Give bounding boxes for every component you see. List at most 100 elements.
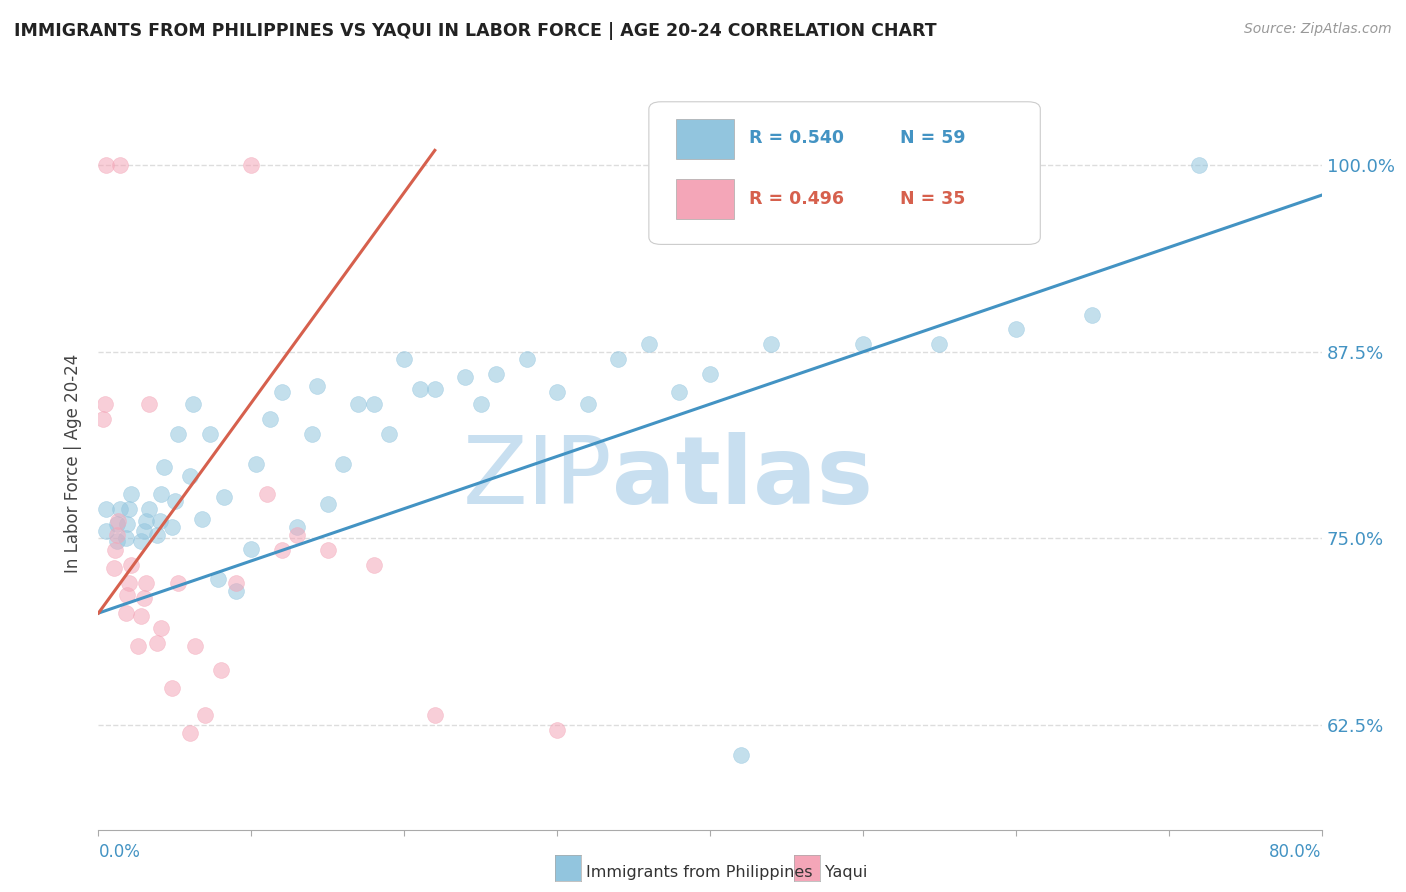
Point	[225, 576, 247, 591]
Point	[301, 427, 323, 442]
Point	[138, 501, 160, 516]
Point	[104, 543, 127, 558]
Point	[347, 397, 370, 411]
Point	[118, 501, 141, 516]
Point	[194, 707, 217, 722]
Point	[332, 457, 354, 471]
Point	[105, 516, 128, 531]
Text: N = 59: N = 59	[900, 129, 965, 147]
Point	[316, 497, 339, 511]
Point	[105, 528, 128, 542]
Point	[129, 609, 152, 624]
Point	[108, 158, 131, 172]
Point	[363, 558, 385, 573]
Text: Source: ZipAtlas.com: Source: ZipAtlas.com	[1244, 22, 1392, 37]
Point	[145, 528, 167, 542]
Point	[454, 370, 477, 384]
Point	[160, 519, 183, 533]
Point	[928, 337, 950, 351]
Point	[167, 427, 190, 442]
Point	[153, 459, 176, 474]
Point	[470, 397, 492, 411]
Point	[181, 397, 204, 411]
Point	[759, 337, 782, 351]
Point	[117, 588, 139, 602]
Point	[135, 514, 157, 528]
FancyBboxPatch shape	[650, 102, 1040, 244]
Point	[392, 352, 416, 367]
Point	[423, 707, 446, 722]
Text: N = 35: N = 35	[900, 190, 965, 208]
Point	[134, 591, 156, 606]
Point	[408, 382, 430, 396]
Point	[150, 486, 173, 500]
Point	[423, 382, 446, 396]
Point	[134, 524, 156, 538]
Point	[245, 457, 267, 471]
Point	[191, 512, 214, 526]
Text: R = 0.540: R = 0.540	[749, 129, 844, 147]
Point	[668, 385, 690, 400]
Point	[852, 337, 875, 351]
Point	[699, 368, 721, 382]
Point	[135, 576, 157, 591]
Point	[259, 412, 281, 426]
Point	[516, 352, 538, 367]
Point	[285, 519, 308, 533]
Point	[607, 352, 630, 367]
Point	[91, 412, 114, 426]
Point	[163, 494, 186, 508]
Text: Immigrants from Philippines: Immigrants from Philippines	[586, 865, 813, 880]
Point	[120, 558, 142, 573]
Point	[307, 379, 329, 393]
Point	[546, 385, 568, 400]
Point	[117, 516, 139, 531]
Point	[94, 524, 117, 538]
Point	[149, 514, 172, 528]
Point	[94, 501, 117, 516]
Point	[485, 368, 508, 382]
Text: Yaqui: Yaqui	[825, 865, 868, 880]
Point	[94, 158, 117, 172]
Point	[225, 583, 247, 598]
Point	[256, 486, 278, 500]
Point	[127, 639, 149, 653]
Text: ZIP: ZIP	[463, 433, 612, 524]
Point	[103, 561, 125, 575]
Point	[240, 158, 263, 172]
Point	[699, 158, 721, 172]
Point	[378, 427, 401, 442]
Point	[576, 397, 599, 411]
Point	[1004, 322, 1026, 336]
Point	[212, 490, 235, 504]
Text: 80.0%: 80.0%	[1270, 843, 1322, 861]
Point	[363, 397, 385, 411]
Point	[1188, 158, 1211, 172]
Point	[209, 663, 232, 677]
Point	[184, 639, 207, 653]
Text: 0.0%: 0.0%	[98, 843, 141, 861]
Point	[107, 514, 129, 528]
Bar	[676, 119, 734, 159]
Point	[730, 747, 752, 762]
Point	[546, 723, 568, 737]
Y-axis label: In Labor Force | Age 20-24: In Labor Force | Age 20-24	[65, 354, 83, 574]
Point	[115, 532, 138, 546]
Point	[240, 541, 263, 556]
Point	[129, 534, 152, 549]
Point	[167, 576, 190, 591]
Point	[198, 427, 221, 442]
Point	[207, 572, 229, 586]
Text: IMMIGRANTS FROM PHILIPPINES VS YAQUI IN LABOR FORCE | AGE 20-24 CORRELATION CHAR: IMMIGRANTS FROM PHILIPPINES VS YAQUI IN …	[14, 22, 936, 40]
Point	[637, 337, 661, 351]
Point	[120, 486, 142, 500]
Point	[270, 385, 292, 400]
Point	[160, 681, 183, 695]
Text: R = 0.496: R = 0.496	[749, 190, 844, 208]
Point	[105, 534, 128, 549]
Point	[316, 543, 339, 558]
Point	[179, 725, 201, 739]
Point	[93, 397, 115, 411]
Point	[115, 606, 138, 620]
Text: atlas: atlas	[612, 433, 873, 524]
